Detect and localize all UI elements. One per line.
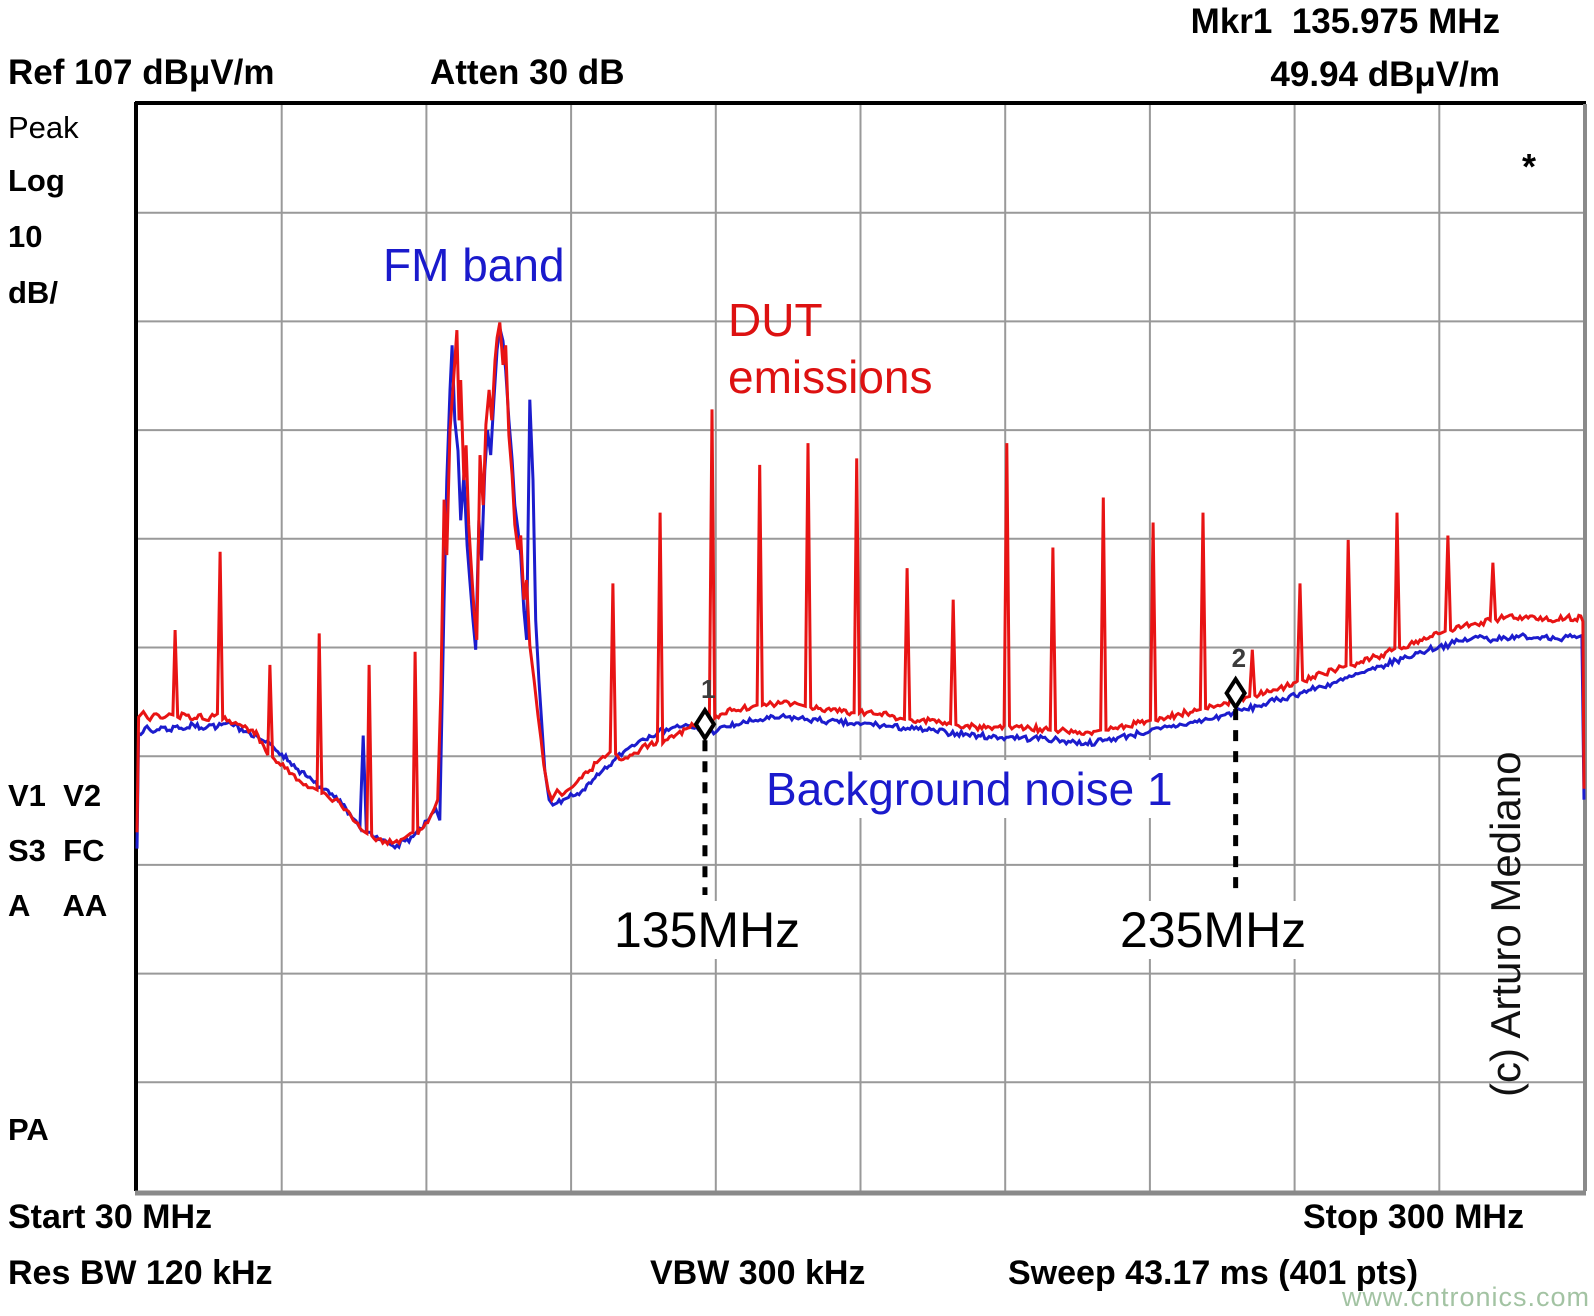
marker-readout-amplitude: 49.94 dBμV/m [1270,55,1500,94]
background-noise-annotation: Background noise 1 [756,760,1183,818]
marker1-frequency-label: 135MHz [606,901,809,959]
watermark-text: www.cntronics.com [1341,1282,1590,1312]
dut-emissions-annotation-line1: DUT [728,294,823,346]
start-frequency-label: Start 30 MHz [8,1198,213,1236]
ref-level-label: Ref 107 dBμV/m [8,53,275,92]
uncal-asterisk-indicator: * [1522,146,1537,187]
marker1-diamond-icon [693,706,717,742]
status-s3fc-label: S3 FC [8,833,105,868]
status-v1v2-label: V1 V2 [8,778,102,813]
dut-emissions-annotation-line2: emissions [728,351,933,403]
status-pa-label: PA [8,1112,49,1147]
marker-readout-freq: Mkr1 135.975 MHz [1190,2,1500,41]
atten-label: Atten 30 dB [430,53,625,92]
scale-value-label: 10 [8,219,43,254]
fm-band-annotation: FM band [383,239,565,291]
marker1-number-label: 1 [701,674,715,704]
marker2-frequency-label: 235MHz [1112,901,1315,959]
vbw-label: VBW 300 kHz [650,1254,866,1292]
detector-mode-label: Peak [8,110,79,145]
scale-type-label: Log [8,163,65,198]
rbw-label: Res BW 120 kHz [8,1254,273,1292]
sweep-label: Sweep 43.17 ms (401 pts) [1008,1254,1419,1292]
status-a-aa-label: A AA [8,888,108,923]
scale-unit-label: dB/ [8,275,58,310]
trace-dut-emissions [135,322,1586,847]
marker2-diamond-icon [1224,675,1248,711]
marker2-number-label: 2 [1232,643,1246,673]
stop-frequency-label: Stop 300 MHz [1302,1198,1524,1236]
